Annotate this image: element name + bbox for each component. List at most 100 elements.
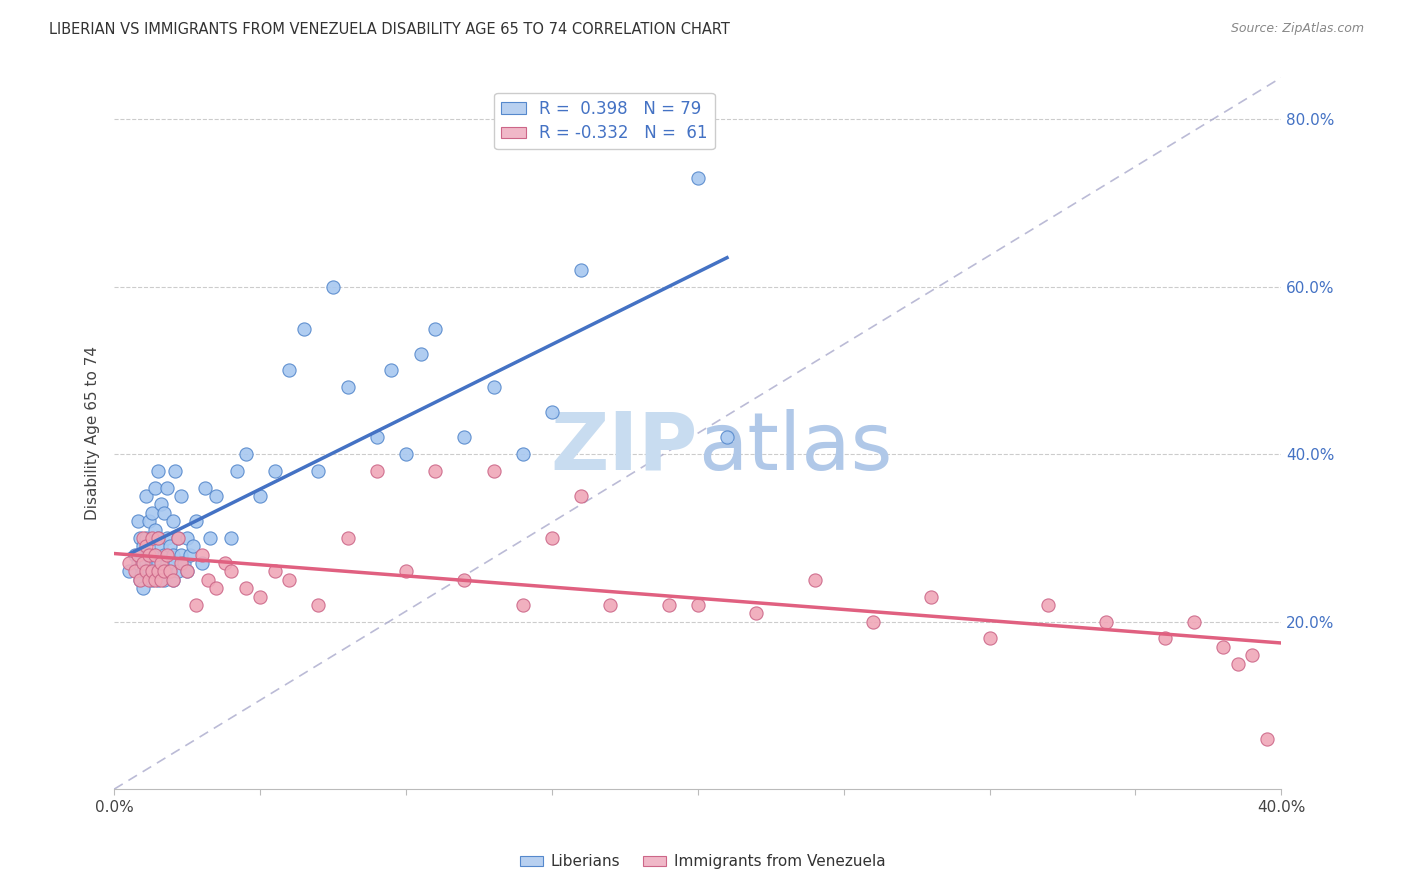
Point — [127, 514, 149, 528]
Point — [146, 464, 169, 478]
Point — [541, 405, 564, 419]
Point — [176, 531, 198, 545]
Point — [292, 321, 315, 335]
Point — [541, 531, 564, 545]
Point — [129, 531, 152, 545]
Point — [979, 632, 1001, 646]
Point — [129, 573, 152, 587]
Point — [135, 556, 157, 570]
Point — [146, 573, 169, 587]
Point — [395, 447, 418, 461]
Point — [156, 548, 179, 562]
Point — [132, 556, 155, 570]
Point — [124, 565, 146, 579]
Point — [165, 556, 187, 570]
Point — [1212, 640, 1234, 654]
Point — [141, 531, 163, 545]
Point — [336, 531, 359, 545]
Point — [409, 347, 432, 361]
Point — [803, 573, 825, 587]
Point — [149, 498, 172, 512]
Point — [135, 531, 157, 545]
Point — [278, 363, 301, 377]
Point — [118, 565, 141, 579]
Point — [205, 581, 228, 595]
Point — [135, 539, 157, 553]
Point — [143, 523, 166, 537]
Point — [138, 548, 160, 562]
Point — [205, 489, 228, 503]
Point — [278, 573, 301, 587]
Point — [194, 481, 217, 495]
Point — [176, 565, 198, 579]
Point — [366, 464, 388, 478]
Point — [167, 531, 190, 545]
Point — [138, 514, 160, 528]
Point — [141, 556, 163, 570]
Point — [219, 565, 242, 579]
Point — [167, 565, 190, 579]
Point — [745, 607, 768, 621]
Point — [152, 573, 174, 587]
Point — [124, 548, 146, 562]
Point — [132, 581, 155, 595]
Point — [143, 548, 166, 562]
Point — [181, 539, 204, 553]
Point — [138, 565, 160, 579]
Point — [569, 489, 592, 503]
Point — [143, 548, 166, 562]
Point — [170, 548, 193, 562]
Point — [146, 531, 169, 545]
Point — [152, 548, 174, 562]
Point — [141, 565, 163, 579]
Point — [395, 565, 418, 579]
Point — [1256, 731, 1278, 746]
Text: Source: ZipAtlas.com: Source: ZipAtlas.com — [1230, 22, 1364, 36]
Point — [162, 548, 184, 562]
Point — [249, 489, 271, 503]
Point — [1241, 648, 1264, 663]
Point — [141, 506, 163, 520]
Point — [135, 489, 157, 503]
Point — [165, 464, 187, 478]
Point — [159, 539, 181, 553]
Point — [149, 573, 172, 587]
Point — [569, 263, 592, 277]
Text: atlas: atlas — [697, 409, 893, 486]
Point — [366, 430, 388, 444]
Point — [1153, 632, 1175, 646]
Text: ZIP: ZIP — [551, 409, 697, 486]
Point — [235, 447, 257, 461]
Point — [686, 170, 709, 185]
Point — [146, 556, 169, 570]
Point — [179, 548, 201, 562]
Point — [138, 573, 160, 587]
Point — [336, 380, 359, 394]
Point — [176, 565, 198, 579]
Point — [425, 464, 447, 478]
Point — [152, 506, 174, 520]
Point — [184, 514, 207, 528]
Point — [132, 539, 155, 553]
Point — [152, 565, 174, 579]
Point — [170, 489, 193, 503]
Point — [1226, 657, 1249, 671]
Point — [200, 531, 222, 545]
Point — [146, 531, 169, 545]
Point — [482, 464, 505, 478]
Point — [453, 573, 475, 587]
Y-axis label: Disability Age 65 to 74: Disability Age 65 to 74 — [86, 346, 100, 520]
Point — [425, 321, 447, 335]
Point — [156, 556, 179, 570]
Point — [716, 430, 738, 444]
Point — [197, 573, 219, 587]
Point — [162, 514, 184, 528]
Point — [263, 464, 285, 478]
Legend: R =  0.398   N = 79, R = -0.332   N =  61: R = 0.398 N = 79, R = -0.332 N = 61 — [495, 93, 714, 149]
Point — [322, 279, 344, 293]
Point — [920, 590, 942, 604]
Point — [482, 380, 505, 394]
Point — [132, 531, 155, 545]
Point — [143, 565, 166, 579]
Point — [141, 573, 163, 587]
